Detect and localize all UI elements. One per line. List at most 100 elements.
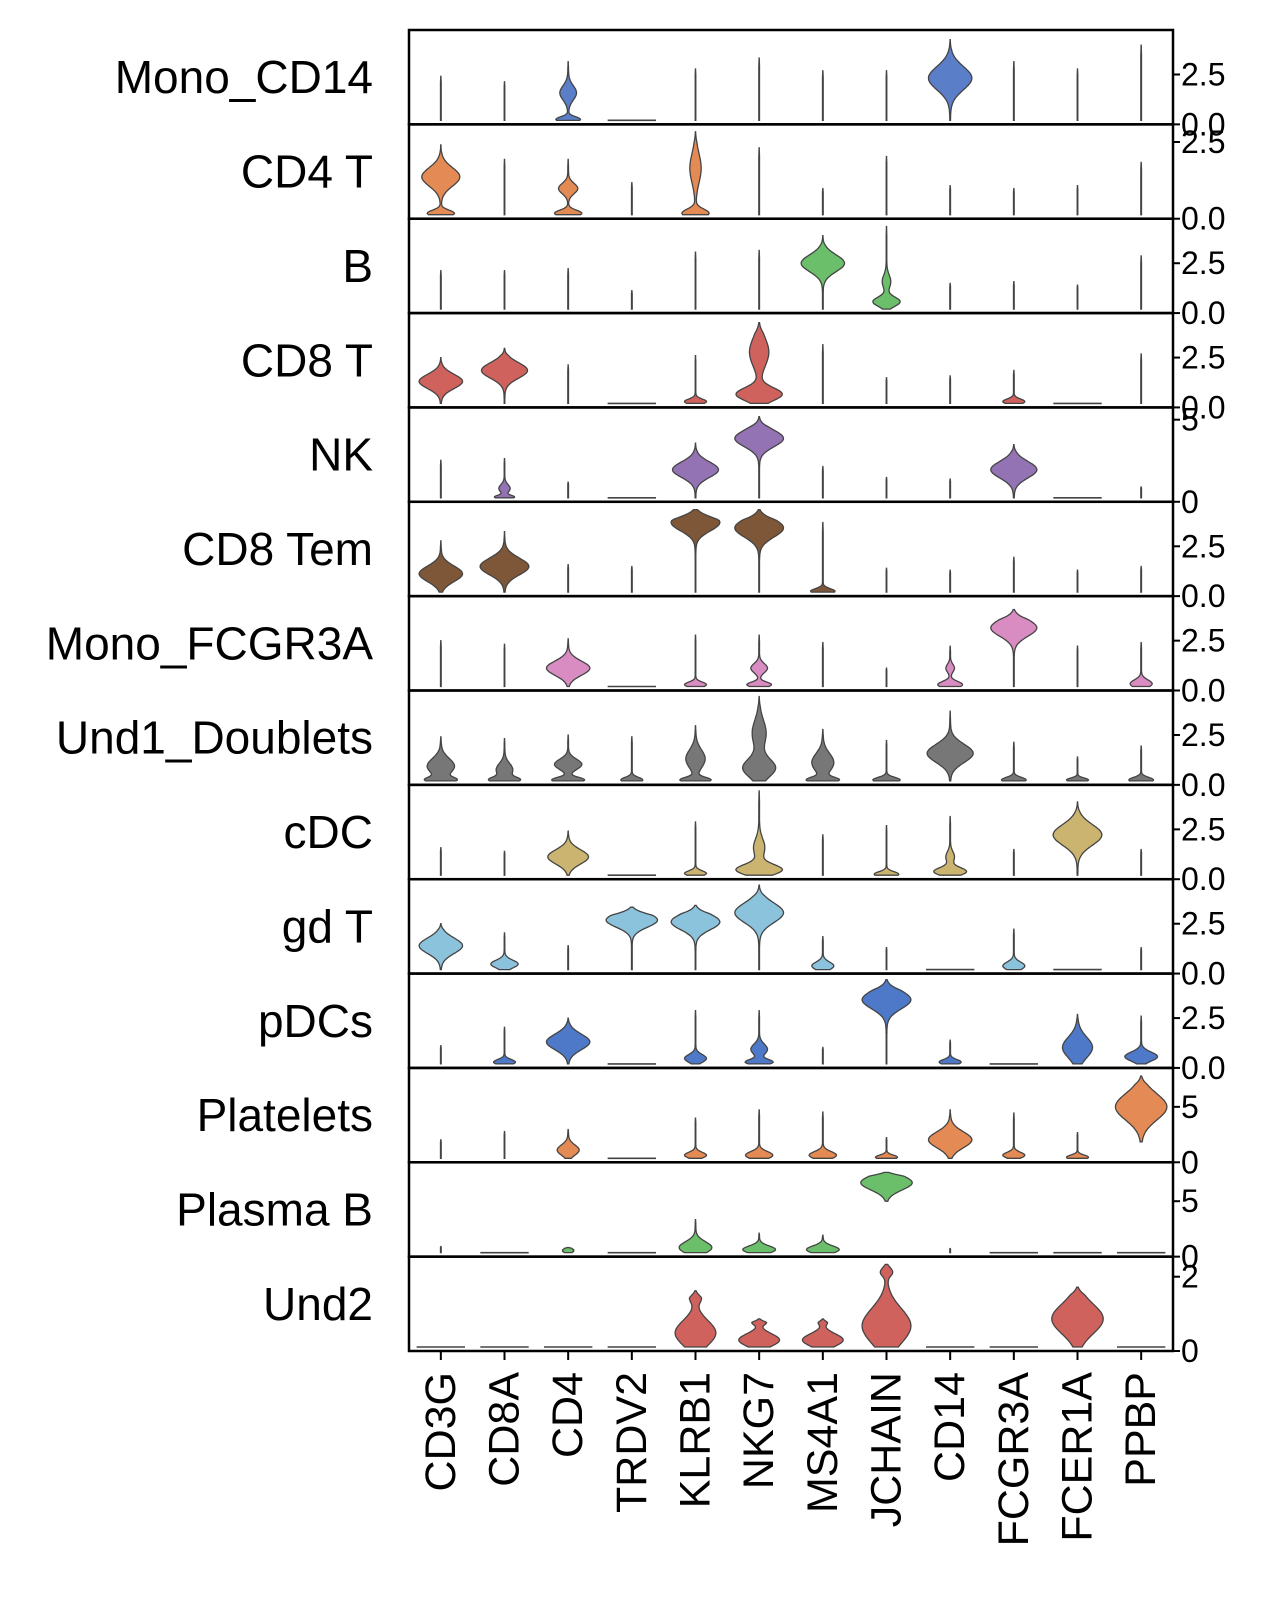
violin-und1-doublets-fcer1a <box>1065 756 1090 782</box>
violin-mono-fcgr3a-cd14 <box>937 645 964 688</box>
violin-cd4-t-cd8a <box>503 158 506 216</box>
violin-plasma-b-jchain <box>860 1171 913 1202</box>
violin-platelets-fcer1a <box>1065 1131 1090 1159</box>
y-tick-label-mono-cd14-0: 2.5 <box>1181 57 1225 93</box>
violin-cdc-ppbp <box>1140 848 1143 876</box>
violin-pdcs-ms4a1 <box>821 1046 824 1065</box>
y-tick-label-b-1: 0.0 <box>1181 295 1225 331</box>
violin-gd-t-jchain <box>885 946 888 971</box>
panel-frame-mono-fcgr3a <box>407 594 1175 692</box>
violin-platelets-ppbp <box>1114 1075 1168 1143</box>
violin-cdc-cd4 <box>547 830 590 876</box>
y-tick-label-cdc-1: 0.0 <box>1181 861 1225 897</box>
panel-b: 2.50.0 <box>407 217 1225 331</box>
violin-platelets-klrb1 <box>683 1117 708 1159</box>
violin-b-ppbp <box>1140 255 1143 310</box>
y-tick-label-und1-doublets-0: 2.5 <box>1181 717 1225 753</box>
y-tick-label-cd4-t-0: 2.5 <box>1181 124 1225 160</box>
violin-mono-fcgr3a-jchain <box>885 667 888 688</box>
violin-gd-t-nkg7 <box>734 884 785 971</box>
violin-cd4-t-jchain <box>885 155 888 216</box>
violin-cd8-tem-trdv2 <box>630 565 633 593</box>
violin-mono-cd14-cd8a <box>503 81 506 122</box>
violin-mono-cd14-nkg7 <box>758 57 761 122</box>
panel-gd-t: 2.50.0 <box>407 877 1225 992</box>
y-tick-label-und1-doublets-1: 0.0 <box>1181 767 1225 803</box>
y-tick-label-mono-fcgr3a-1: 0.0 <box>1181 673 1225 709</box>
violin-cdc-fcgr3a <box>1012 848 1015 876</box>
violin-pdcs-cd14 <box>938 1039 962 1065</box>
panel-cd8-tem: 2.50.0 <box>407 500 1225 614</box>
violin-platelets-ms4a1 <box>808 1111 838 1159</box>
violin-plasma-b-cd3g <box>439 1245 442 1254</box>
panel-frame-cd8-t <box>407 311 1175 409</box>
violin-mono-cd14-cd14 <box>927 39 973 122</box>
violin-cd8-t-ppbp <box>1140 353 1143 405</box>
violin-platelets-cd14 <box>927 1109 973 1159</box>
violin-cdc-fcer1a <box>1052 801 1103 876</box>
violin-pdcs-cd8a <box>492 1026 517 1065</box>
violin-gd-t-trdv2 <box>605 906 659 971</box>
violin-mono-cd14-ppbp <box>1140 44 1143 122</box>
gene-label-cd8a: CD8A <box>481 1372 529 1487</box>
y-tick-label-platelets-1: 0 <box>1181 1144 1199 1180</box>
y-tick-label-cd4-t-1: 0.0 <box>1181 201 1225 237</box>
violin-und2-ms4a1 <box>801 1318 844 1348</box>
row-label-mono-fcgr3a: Mono_FCGR3A <box>46 617 374 669</box>
violin-platelets-jchain <box>874 1137 899 1159</box>
violin-gd-t-cd4 <box>567 945 570 971</box>
violin-cd8-t-ms4a1 <box>821 344 824 405</box>
panel-cdc: 2.50.0 <box>407 783 1225 897</box>
row-label-plasma-b: Plasma B <box>176 1183 373 1235</box>
gene-label-cd14: CD14 <box>926 1372 974 1482</box>
violin-b-cd14 <box>949 282 952 310</box>
violin-cdc-cd14 <box>932 815 968 876</box>
row-label-cd4-t: CD4 T <box>241 146 373 198</box>
violin-cd8-tem-cd4 <box>567 563 570 593</box>
violin-nk-nkg7 <box>734 415 785 499</box>
panel-cd8-t: 2.50.0 <box>407 311 1225 425</box>
violin-pdcs-fcer1a <box>1061 1013 1094 1065</box>
violin-cd4-t-cd14 <box>949 184 952 216</box>
violin-platelets-cd4 <box>556 1128 580 1159</box>
y-tick-label-cd8-tem-1: 0.0 <box>1181 578 1225 614</box>
violin-mono-cd14-cd3g <box>439 75 442 122</box>
violin-cd4-t-trdv2 <box>630 182 633 216</box>
gene-label-trdv2: TRDV2 <box>608 1372 656 1513</box>
violin-und1-doublets-ppbp <box>1128 745 1155 782</box>
violin-nk-cd8a <box>493 458 516 499</box>
violin-mono-fcgr3a-cd8a <box>503 643 506 688</box>
violin-mono-fcgr3a-cd4 <box>545 638 591 688</box>
violin-cdc-nkg7 <box>735 790 784 876</box>
violin-mono-cd14-ms4a1 <box>821 70 824 122</box>
y-tick-label-pdcs-0: 2.5 <box>1181 1000 1225 1036</box>
violin-und2-jchain <box>861 1263 912 1348</box>
violin-b-fcer1a <box>1076 284 1079 310</box>
violin-und2-nkg7 <box>738 1318 781 1348</box>
y-tick-label-plasma-b-1: 0 <box>1181 1239 1199 1275</box>
panel-plasma-b: 50 <box>407 1161 1199 1275</box>
gene-label-jchain: JCHAIN <box>863 1372 911 1527</box>
violin-plasma-b-cd14 <box>949 1247 952 1254</box>
violin-cd4-t-ppbp <box>1140 161 1143 216</box>
violin-cd4-t-fcgr3a <box>1012 187 1015 216</box>
violin-mono-fcgr3a-fcer1a <box>1076 645 1079 688</box>
violin-plasma-b-cd4 <box>561 1246 575 1254</box>
row-label-und2: Und2 <box>263 1278 373 1330</box>
violin-pdcs-cd3g <box>439 1044 442 1065</box>
violin-cd8-t-cd3g <box>418 356 464 405</box>
row-label-b: B <box>342 240 373 292</box>
violin-cd8-t-cd14 <box>949 375 952 405</box>
violin-cdc-cd8a <box>503 850 506 876</box>
violin-b-cd3g <box>439 269 442 310</box>
violin-cd8-t-cd8a <box>480 347 529 405</box>
panel-frame-gd-t <box>407 877 1175 975</box>
violin-platelets-fcgr3a <box>1002 1112 1026 1159</box>
violin-cd8-tem-fcgr3a <box>1012 556 1015 593</box>
violin-nk-cd14 <box>949 478 952 499</box>
y-tick-label-b-0: 2.5 <box>1181 245 1225 281</box>
violin-mono-cd14-fcer1a <box>1076 68 1079 122</box>
violin-cd4-t-cd3g <box>421 144 461 216</box>
violin-cdc-cd3g <box>439 847 442 876</box>
